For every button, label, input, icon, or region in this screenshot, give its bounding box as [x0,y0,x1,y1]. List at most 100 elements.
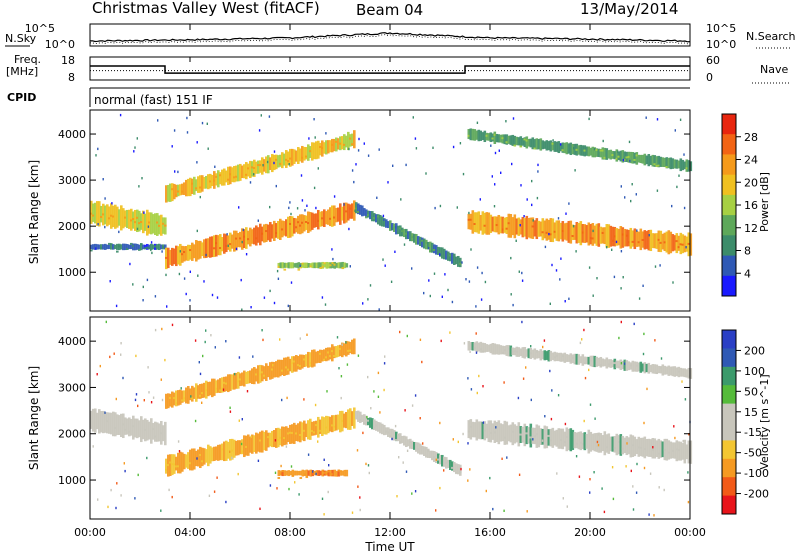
scatter-speck [636,229,638,232]
scatter-speck [512,303,514,307]
scatter-speck [615,240,618,244]
scatter-speck [362,302,364,305]
band-3-cell [235,165,238,182]
band-4-cell [427,241,430,250]
band-3-cell [405,436,408,448]
band-4-core [651,449,655,452]
scatter-speck [171,495,173,499]
band-3-cell [361,414,364,423]
band-1-cell [231,438,234,460]
band-3-cell [287,151,290,166]
scatter-speck [250,435,252,438]
band-4-cell [417,236,420,245]
scatter-speck [391,437,393,441]
date-title: 13/May/2014 [580,0,678,18]
band-5-core [473,223,477,226]
scatter-speck [620,250,623,253]
scatter-speck [476,121,479,124]
scatter-speck [405,470,408,473]
band-0-cell [140,416,143,443]
scatter-speck [257,459,260,462]
band-4-cell [527,427,531,444]
band-3-core [359,418,362,421]
band-6-cell [641,154,645,164]
scatter-speck [205,253,207,257]
nsky-panel: N.Sky 10^5 10^0 10^5 10^0 N.Search [5,22,796,51]
scatter-speck [299,264,301,267]
band-6-core [603,156,607,159]
nave-tick-bottom: 0 [706,71,713,84]
band-2-core [255,373,258,376]
band-4-cell [649,439,653,457]
scatter-speck [549,369,551,373]
band-1-core [295,432,298,435]
scatter-speck [493,205,496,208]
scatter-speck [266,160,269,164]
scatter-speck [638,297,641,300]
band-4-core [429,250,432,253]
band-5-cell [481,211,485,235]
band-1-cell [287,427,290,443]
band-4-core [367,214,370,217]
band-3-cell [167,184,170,202]
band-5-cell [559,352,563,362]
band-5-cell [639,361,643,373]
band-0-cell [156,422,159,442]
band-2-core [235,237,238,240]
band-2-cell [249,227,252,247]
band-3-core [395,439,398,442]
scatter-speck [147,366,149,369]
band-1-cell [333,415,336,432]
band-5-cell [593,225,597,244]
band-3-cell [443,456,446,467]
scatter-speck [468,280,471,283]
band-3-cell [219,172,222,185]
band-7-cell [345,263,349,268]
scatter-speck [194,419,197,423]
band-5-cell [655,233,659,249]
band-4-cell [477,421,481,439]
scatter-speck [517,396,520,400]
scatter-speck [518,270,520,273]
band-1-cell [116,243,119,250]
scatter-speck [457,440,459,444]
band-4-core [433,248,436,251]
scatter-speck [204,340,206,344]
band-4-cell [561,428,565,450]
band-5-core [467,218,471,221]
band-2-core [169,396,172,399]
band-4-cell [661,441,665,458]
scatter-speck [168,488,170,492]
band-6-core [665,166,669,169]
band-5-cell [473,212,477,233]
band-2-cell [175,245,178,267]
band-6-cell [523,137,527,147]
band-3-cell [371,418,374,430]
scatter-speck [421,360,423,364]
band-4-core [677,449,681,452]
band-4-core [355,207,358,210]
scatter-speck [467,377,469,380]
band-7-cell [337,262,341,269]
band-2-cell [319,349,322,363]
band-4-cell [497,420,501,445]
band-1-cell [293,422,296,444]
band-4-cell [579,431,583,451]
band-7-cell [339,262,343,269]
band-6-cell [665,157,669,169]
scatter-speck [663,488,665,492]
band-3-cell [241,165,244,179]
band-6-core [519,145,523,148]
band-2-cell [331,205,334,227]
band-6-cell [511,134,515,146]
scatter-speck [581,338,583,341]
band-2-cell [297,355,300,370]
band-3-core [409,441,412,444]
band-6-cell [545,140,549,151]
scatter-speck [196,229,198,233]
scatter-speck [185,292,187,296]
scatter-speck [367,298,369,301]
band-6-cell [529,138,533,148]
band-5-cell [547,219,551,240]
band-3-cell [303,146,306,161]
